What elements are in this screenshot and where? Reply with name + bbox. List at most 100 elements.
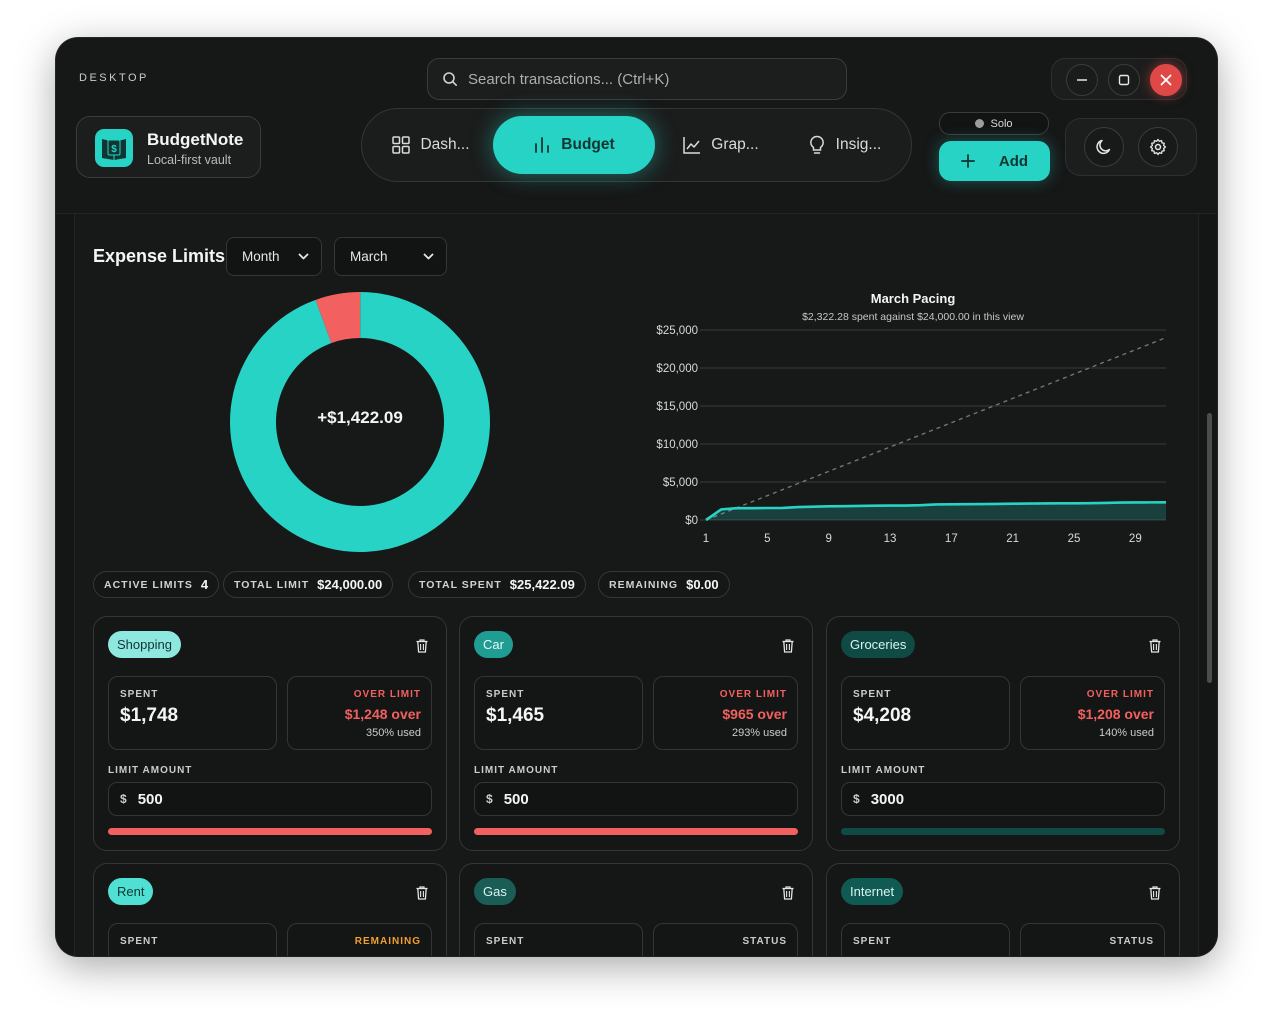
tab-dashboard[interactable]: Dash... bbox=[372, 116, 490, 174]
limit-card-rent: Rent SPENT REMAINING bbox=[93, 863, 447, 956]
status-detail: 140% used bbox=[1098, 727, 1154, 739]
book-dollar-icon: $ bbox=[95, 129, 133, 167]
spent-label: SPENT bbox=[486, 689, 525, 700]
stat-value: $24,000.00 bbox=[317, 577, 383, 592]
currency-symbol: $ bbox=[486, 792, 493, 806]
spent-amount: $4,208 bbox=[853, 705, 912, 726]
mode-label: Solo bbox=[990, 117, 1013, 130]
target-pace-line bbox=[705, 336, 1167, 521]
chart-subtitle: $2,322.28 spent against $24,000.00 in th… bbox=[802, 311, 1024, 323]
x-tick-label: 25 bbox=[1068, 533, 1081, 545]
theme-toggle-button[interactable] bbox=[1084, 127, 1124, 167]
donut-center-value: +$1,422.09 bbox=[317, 408, 403, 427]
x-tick-label: 9 bbox=[825, 533, 831, 545]
category-badge[interactable]: Car bbox=[474, 631, 513, 658]
mode-badge[interactable]: Solo bbox=[939, 112, 1049, 135]
limit-amount-label: LIMIT AMOUNT bbox=[108, 765, 193, 776]
status-label: STATUS bbox=[1109, 936, 1154, 947]
status-box: OVER LIMIT $1,248 over 350% used bbox=[287, 676, 432, 750]
lightbulb-icon bbox=[809, 135, 824, 154]
spent-box: SPENT $4,208 bbox=[841, 676, 1010, 750]
stat-total-spent: TOTAL SPENT $25,422.09 bbox=[408, 571, 586, 598]
spent-amount: $1,748 bbox=[120, 705, 179, 726]
trash-icon[interactable] bbox=[782, 886, 794, 900]
pacing-chart: $0 $5,000 $10,000 $15,000 $20,000 $25,000 1 5 9 1… bbox=[656, 325, 1167, 545]
grid-icon bbox=[392, 136, 411, 154]
bar-chart-icon bbox=[535, 137, 550, 153]
status-detail: 293% used bbox=[731, 727, 787, 739]
limit-card-shopping: Shopping SPENT $1,748 OVER LIMIT $1,248 … bbox=[93, 616, 447, 851]
donut-svg bbox=[230, 292, 490, 552]
tab-insights[interactable]: Insig... bbox=[787, 116, 902, 174]
limit-card-gas: Gas SPENT STATUS bbox=[459, 863, 813, 956]
moon-icon bbox=[1096, 139, 1111, 155]
minimize-button[interactable] bbox=[1066, 64, 1098, 96]
limit-amount-label: LIMIT AMOUNT bbox=[841, 765, 926, 776]
limit-card-groceries: Groceries SPENT $4,208 OVER LIMIT $1,208… bbox=[826, 616, 1180, 851]
stat-value: $0.00 bbox=[686, 577, 719, 592]
stat-label: TOTAL LIMIT bbox=[234, 578, 310, 591]
search-bar[interactable] bbox=[427, 58, 847, 100]
limit-amount-input[interactable]: $ 500 bbox=[474, 782, 798, 816]
chevron-down-icon bbox=[423, 253, 434, 260]
spent-label: SPENT bbox=[853, 936, 892, 947]
minimize-icon bbox=[1077, 79, 1087, 81]
trash-icon[interactable] bbox=[782, 639, 794, 653]
status-box: STATUS bbox=[653, 923, 798, 956]
stat-active-limits: ACTIVE LIMITS 4 bbox=[93, 571, 220, 598]
month-select[interactable]: March bbox=[334, 237, 447, 276]
period-select-value: Month bbox=[242, 249, 280, 264]
status-box: STATUS bbox=[1020, 923, 1165, 956]
tab-budget[interactable]: Budget bbox=[493, 116, 655, 174]
trash-icon[interactable] bbox=[416, 639, 428, 653]
add-button[interactable]: Add bbox=[939, 141, 1050, 181]
svg-text:$: $ bbox=[111, 144, 117, 155]
status-value: $1,208 over bbox=[1077, 706, 1154, 722]
y-tick-label: $10,000 bbox=[656, 439, 698, 451]
plus-icon bbox=[961, 154, 975, 168]
brand-name: BudgetNote bbox=[147, 130, 244, 149]
limit-amount-input[interactable]: $ 500 bbox=[108, 782, 432, 816]
category-badge[interactable]: Shopping bbox=[108, 631, 181, 658]
status-label: OVER LIMIT bbox=[719, 689, 787, 700]
category-badge[interactable]: Gas bbox=[474, 878, 516, 905]
category-badge[interactable]: Internet bbox=[841, 878, 904, 905]
x-tick-label: 13 bbox=[884, 533, 897, 545]
spent-box: SPENT bbox=[841, 923, 1010, 956]
tab-graphs[interactable]: Grap... bbox=[665, 116, 777, 174]
settings-button[interactable] bbox=[1138, 127, 1178, 167]
stat-value: $25,422.09 bbox=[509, 577, 575, 592]
category-badge[interactable]: Rent bbox=[108, 878, 154, 905]
category-badge[interactable]: Groceries bbox=[841, 631, 916, 658]
tab-label: Insig... bbox=[835, 136, 882, 153]
status-box: REMAINING bbox=[287, 923, 432, 956]
limit-amount-input[interactable]: $ 3000 bbox=[841, 782, 1165, 816]
y-tick-label: $20,000 bbox=[656, 363, 698, 375]
stat-total-limit: TOTAL LIMIT $24,000.00 bbox=[223, 571, 394, 598]
close-icon bbox=[1160, 74, 1172, 86]
period-select[interactable]: Month bbox=[226, 237, 322, 276]
trash-icon[interactable] bbox=[1149, 886, 1161, 900]
spent-label: SPENT bbox=[120, 689, 159, 700]
scrollbar[interactable] bbox=[1207, 413, 1212, 683]
limits-donut-chart: +$1,422.09 bbox=[230, 292, 490, 552]
chart-title: March Pacing bbox=[870, 291, 956, 306]
x-tick-label: 29 bbox=[1129, 533, 1142, 545]
status-label: REMAINING bbox=[354, 936, 421, 947]
x-tick-label: 21 bbox=[1006, 533, 1019, 545]
status-value: $1,248 over bbox=[344, 706, 421, 722]
search-icon bbox=[443, 72, 457, 86]
brand-card[interactable]: $ BudgetNote Local-first vault bbox=[76, 116, 261, 178]
search-input[interactable] bbox=[468, 70, 828, 88]
stat-label: TOTAL SPENT bbox=[419, 578, 502, 591]
y-tick-label: $0 bbox=[685, 515, 698, 527]
trash-icon[interactable] bbox=[416, 886, 428, 900]
spent-box: SPENT bbox=[108, 923, 277, 956]
status-value: $965 over bbox=[722, 706, 787, 722]
trash-icon[interactable] bbox=[1149, 639, 1161, 653]
maximize-button[interactable] bbox=[1108, 64, 1140, 96]
currency-symbol: $ bbox=[853, 792, 860, 806]
close-button[interactable] bbox=[1150, 64, 1182, 96]
main-tabs: Dash... Budget Grap... Insig... bbox=[361, 108, 912, 182]
platform-label: DESKTOP bbox=[79, 72, 149, 84]
